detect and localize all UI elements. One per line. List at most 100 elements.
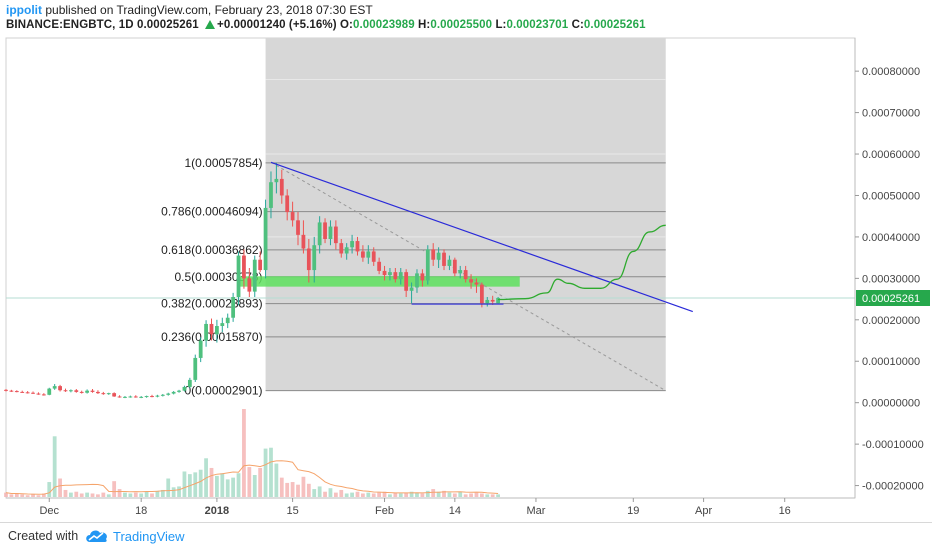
volume-bar [323, 491, 327, 497]
candle-body [404, 272, 409, 291]
candle-body [236, 255, 241, 298]
volume-bar [463, 494, 468, 497]
created-with-text: Created with [8, 529, 79, 543]
volume-bar [79, 493, 84, 497]
footer-bar: Created with TradingView [0, 522, 932, 551]
volume-bar [361, 493, 365, 497]
fib-level-label: 0.382(0.00023893) [161, 297, 262, 311]
tradingview-brand[interactable]: TradingView [113, 529, 185, 544]
fib-level-label: 1(0.00057854) [184, 156, 262, 170]
up-arrow-icon [205, 20, 216, 29]
volume-bar [371, 493, 376, 497]
candle-body [328, 226, 333, 239]
y-axis-tick-label: 0.00000000 [862, 398, 920, 410]
candle-body [101, 393, 106, 395]
volume-bar [123, 492, 127, 497]
y-axis-tick-label: 0.00040000 [862, 232, 920, 244]
candle-body [425, 249, 430, 281]
tradingview-cloud-icon[interactable] [84, 528, 110, 549]
volume-bar [41, 493, 46, 497]
candle-body [231, 297, 236, 318]
y-axis-tick-label: -0.00020000 [862, 481, 924, 493]
volume-bar [166, 478, 171, 497]
x-axis-tick-label: 2018 [205, 505, 229, 517]
candle-body [160, 394, 165, 396]
candle-body [209, 323, 214, 335]
y-axis-tick-label: 0.00010000 [862, 356, 920, 368]
candle-body [187, 379, 192, 387]
downtrend-line [270, 161, 693, 313]
volume-bar [290, 482, 295, 497]
candle-body [301, 234, 306, 249]
x-axis-tick-label: Feb [375, 505, 394, 517]
x-axis-tick-label: Dec [39, 505, 59, 517]
volume-bar [296, 484, 300, 497]
volume-bar [377, 492, 382, 497]
volume-bar [52, 436, 57, 497]
candle-body [139, 396, 144, 398]
volume-bar [31, 494, 35, 497]
volume-bar [106, 494, 111, 497]
low-label: L: [495, 19, 507, 31]
volume-bar [58, 478, 62, 497]
fib-level-label: 0.786(0.00046094) [161, 205, 262, 219]
candle-body [279, 178, 284, 196]
volume-bar [474, 492, 479, 497]
volume-bar [25, 495, 30, 497]
candle-body [366, 251, 371, 258]
volume-bar [458, 491, 463, 497]
volume-bar [404, 492, 409, 497]
volume-bar [485, 494, 490, 497]
volume-bar [301, 476, 306, 497]
volume-bar [436, 491, 441, 497]
fib-shade [265, 38, 666, 391]
volume-bar [177, 486, 181, 497]
y-axis-tick-label: 0.00050000 [862, 190, 920, 202]
volume-bar [420, 493, 425, 497]
x-axis-tick-label: 19 [627, 505, 639, 517]
volume-bar [155, 490, 160, 497]
candle-body [215, 326, 219, 335]
y-axis-tick-label: 0.00060000 [862, 149, 920, 161]
volume-bar [14, 493, 19, 497]
candle-body [447, 259, 452, 266]
volume-bar [193, 472, 198, 497]
candle-body [14, 391, 19, 393]
x-axis-tick-label: 14 [449, 505, 461, 517]
candle-body [242, 255, 246, 279]
volume-bar [247, 467, 252, 497]
candle-body [198, 340, 203, 358]
volume-bar [469, 493, 473, 497]
volume-bar [393, 492, 398, 497]
volume-bar [68, 492, 73, 497]
volume-bar [339, 489, 344, 497]
close-value: 0.00025261 [583, 19, 646, 31]
projection-path [498, 224, 666, 301]
candle-body [415, 273, 419, 288]
candle-body [166, 393, 171, 395]
candle-body [306, 248, 311, 271]
volume-bar [220, 473, 225, 497]
candle-body [436, 252, 441, 260]
price-chart[interactable]: 1(0.00057854) 0.786(0.00046094) 0.618(0.00… [0, 0, 932, 522]
y-axis-tick-label: 0.00080000 [862, 66, 920, 78]
candle-body [220, 323, 225, 327]
volume-bar [133, 492, 138, 497]
candle-body [25, 392, 30, 394]
support-zone [238, 276, 520, 287]
volume-bar [182, 471, 187, 497]
candle-body [490, 299, 495, 302]
candle-body [258, 259, 263, 271]
volume-bar [344, 493, 349, 497]
volume-bar [36, 495, 41, 497]
candle-body [204, 323, 208, 341]
candle-body [247, 278, 252, 292]
author-name[interactable]: ippolit [6, 3, 42, 17]
candle-body [20, 391, 25, 393]
volume-bar [47, 482, 52, 497]
volume-bar [252, 475, 257, 497]
candle-body [79, 391, 84, 393]
y-axis-tick-label: 0.00070000 [862, 108, 920, 120]
candle-body [361, 251, 365, 258]
publish-line: ippolit published on TradingView.com, Fe… [6, 3, 373, 17]
